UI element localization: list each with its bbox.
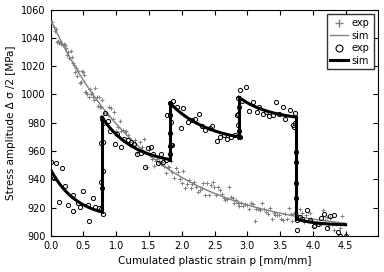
Y-axis label: Stress amplitude Δ σ /2 [MPa]: Stress amplitude Δ σ /2 [MPa] <box>5 45 16 200</box>
Legend: exp, sim, exp, sim: exp, sim, exp, sim <box>326 14 374 69</box>
X-axis label: Cumulated plastic strain p [mm/mm]: Cumulated plastic strain p [mm/mm] <box>118 256 311 267</box>
